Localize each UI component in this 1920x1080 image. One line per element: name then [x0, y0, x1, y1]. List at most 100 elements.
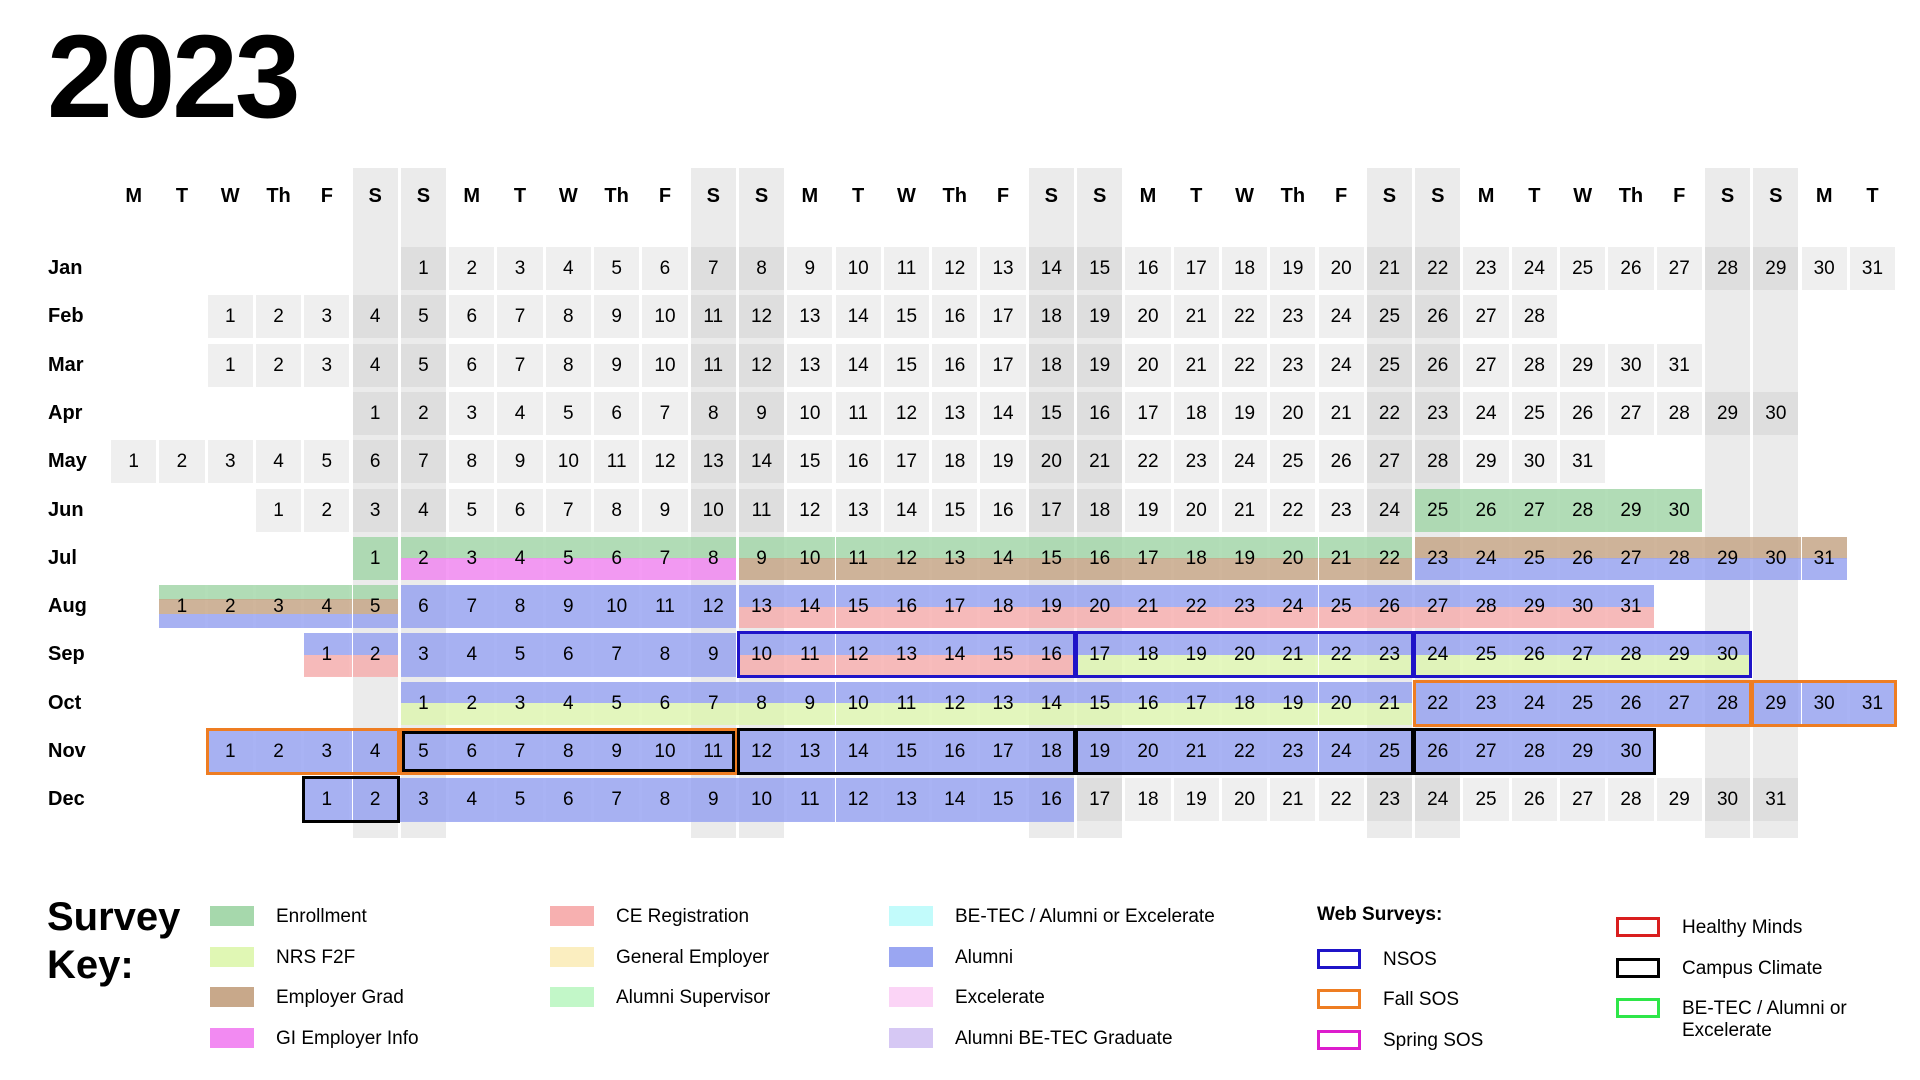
survey-band-alumni: [449, 585, 498, 629]
day-number: 10: [750, 644, 773, 666]
survey-band-alumni: [255, 730, 305, 774]
survey-band-nrs-f2f: [1173, 654, 1222, 677]
day-cell: [883, 488, 930, 532]
survey-band-employer-grad: [1270, 558, 1319, 581]
survey-band-enrollment: [980, 536, 1029, 559]
survey-band-alumni: [1463, 585, 1512, 607]
survey-band-nrs-f2f: [1318, 703, 1367, 725]
day-cell: [1125, 343, 1171, 387]
survey-band-nrs-f2f: [883, 703, 933, 725]
legend-swatch: [550, 906, 594, 926]
survey-band-employer-grad: [980, 558, 1029, 581]
survey-band-ce-registration: [787, 654, 836, 677]
day-number: 9: [611, 306, 622, 328]
day-cell: [1656, 343, 1702, 387]
month-label-nov: Nov: [48, 740, 86, 762]
survey-band-alumni: [1415, 585, 1464, 607]
day-of-week-header: T: [175, 185, 189, 207]
month-label-mar: Mar: [48, 353, 84, 376]
survey-band-enrollment: [304, 585, 353, 600]
day-cell: [255, 488, 302, 532]
survey-band-alumni: [1221, 585, 1271, 607]
day-cell: [835, 488, 881, 532]
day-number: 20: [1233, 789, 1256, 811]
survey-band-employer-grad: [1125, 558, 1174, 581]
day-number: 20: [1282, 547, 1304, 569]
day-cell: [787, 440, 833, 484]
survey-band-nrs-f2f: [1463, 654, 1512, 677]
day-number: 30: [1620, 354, 1642, 376]
survey-band-alumni: [690, 730, 739, 774]
legend-label: Spring SOS: [1383, 1030, 1484, 1051]
day-number: 10: [654, 354, 676, 376]
survey-band-alumni: [400, 778, 450, 822]
survey-band-ce-registration: [1028, 654, 1074, 677]
day-number: 22: [1378, 402, 1401, 424]
survey-band-alumni: [497, 778, 546, 822]
survey-band-alumni: [1077, 730, 1126, 774]
day-number: 23: [1378, 644, 1401, 666]
day-cell: [594, 391, 640, 435]
day-number: 19: [1089, 354, 1111, 376]
day-number: 7: [611, 644, 622, 666]
day-number: 11: [896, 258, 917, 279]
day-of-week-header: F: [320, 185, 333, 207]
day-cell: [883, 295, 930, 339]
day-of-week-header: M: [1815, 185, 1833, 207]
day-cell: [1077, 343, 1123, 387]
survey-band-alumni: [304, 613, 353, 629]
day-number: 10: [847, 692, 869, 714]
day-number: 31: [1572, 451, 1594, 473]
day-number: 19: [1137, 499, 1159, 521]
web-survey-box-nsos: [1075, 631, 1415, 679]
legend-swatch: [210, 987, 254, 1007]
day-number: 14: [847, 306, 869, 328]
day-of-week-header: Th: [604, 185, 629, 207]
month-label-jul: Jul: [48, 546, 77, 569]
survey-band-alumni: [1173, 730, 1222, 774]
day-cell: [1221, 778, 1268, 822]
survey-band-enrollment: [1463, 488, 1512, 532]
day-number: 4: [418, 499, 429, 521]
day-number: 30: [1523, 451, 1545, 473]
web-survey-box-campus-climate: [1413, 728, 1656, 775]
web-survey-box-fall-sos: [205, 728, 400, 775]
survey-band-alumni: [449, 681, 498, 704]
day-number: 6: [659, 258, 671, 279]
day-number: 26: [1572, 402, 1594, 424]
survey-band-alumni: [1511, 681, 1560, 725]
day-number: 14: [944, 644, 966, 666]
day-number: 23: [1185, 451, 1207, 473]
day-number: 31: [1813, 547, 1835, 569]
day-cell: [352, 440, 398, 484]
survey-band-enrollment: [1511, 488, 1560, 532]
survey-band-alumni: [1125, 633, 1174, 656]
day-of-week-header: F: [1673, 185, 1686, 207]
survey-band-alumni: [1221, 681, 1271, 704]
day-number: 29: [1572, 354, 1594, 376]
survey-band-alumni: [1656, 558, 1705, 581]
day-cell: [642, 295, 688, 339]
survey-band-ce-registration: [883, 654, 933, 677]
survey-band-alumni: [738, 681, 788, 704]
day-cell: [159, 440, 205, 484]
day-cell: [1028, 247, 1074, 290]
day-cell: [1560, 778, 1606, 822]
day-number: 8: [659, 789, 671, 811]
day-of-week-header: T: [513, 185, 527, 207]
day-number: 6: [466, 741, 478, 762]
day-number: 28: [1620, 644, 1642, 666]
survey-band-alumni: [545, 585, 594, 629]
day-cell: [738, 247, 785, 290]
day-number: 1: [224, 306, 236, 328]
survey-band-alumni: [1608, 681, 1657, 725]
day-cell: [738, 440, 785, 484]
day-number: 7: [514, 306, 526, 328]
survey-band-ce-registration: [980, 654, 1029, 677]
day-number: 30: [1620, 741, 1642, 762]
survey-band-ce-registration: [304, 654, 353, 677]
day-number: 13: [750, 596, 773, 618]
survey-band-employer-grad: [1366, 558, 1413, 581]
survey-band-ce-registration: [1125, 606, 1174, 629]
day-number: 27: [1668, 692, 1690, 714]
